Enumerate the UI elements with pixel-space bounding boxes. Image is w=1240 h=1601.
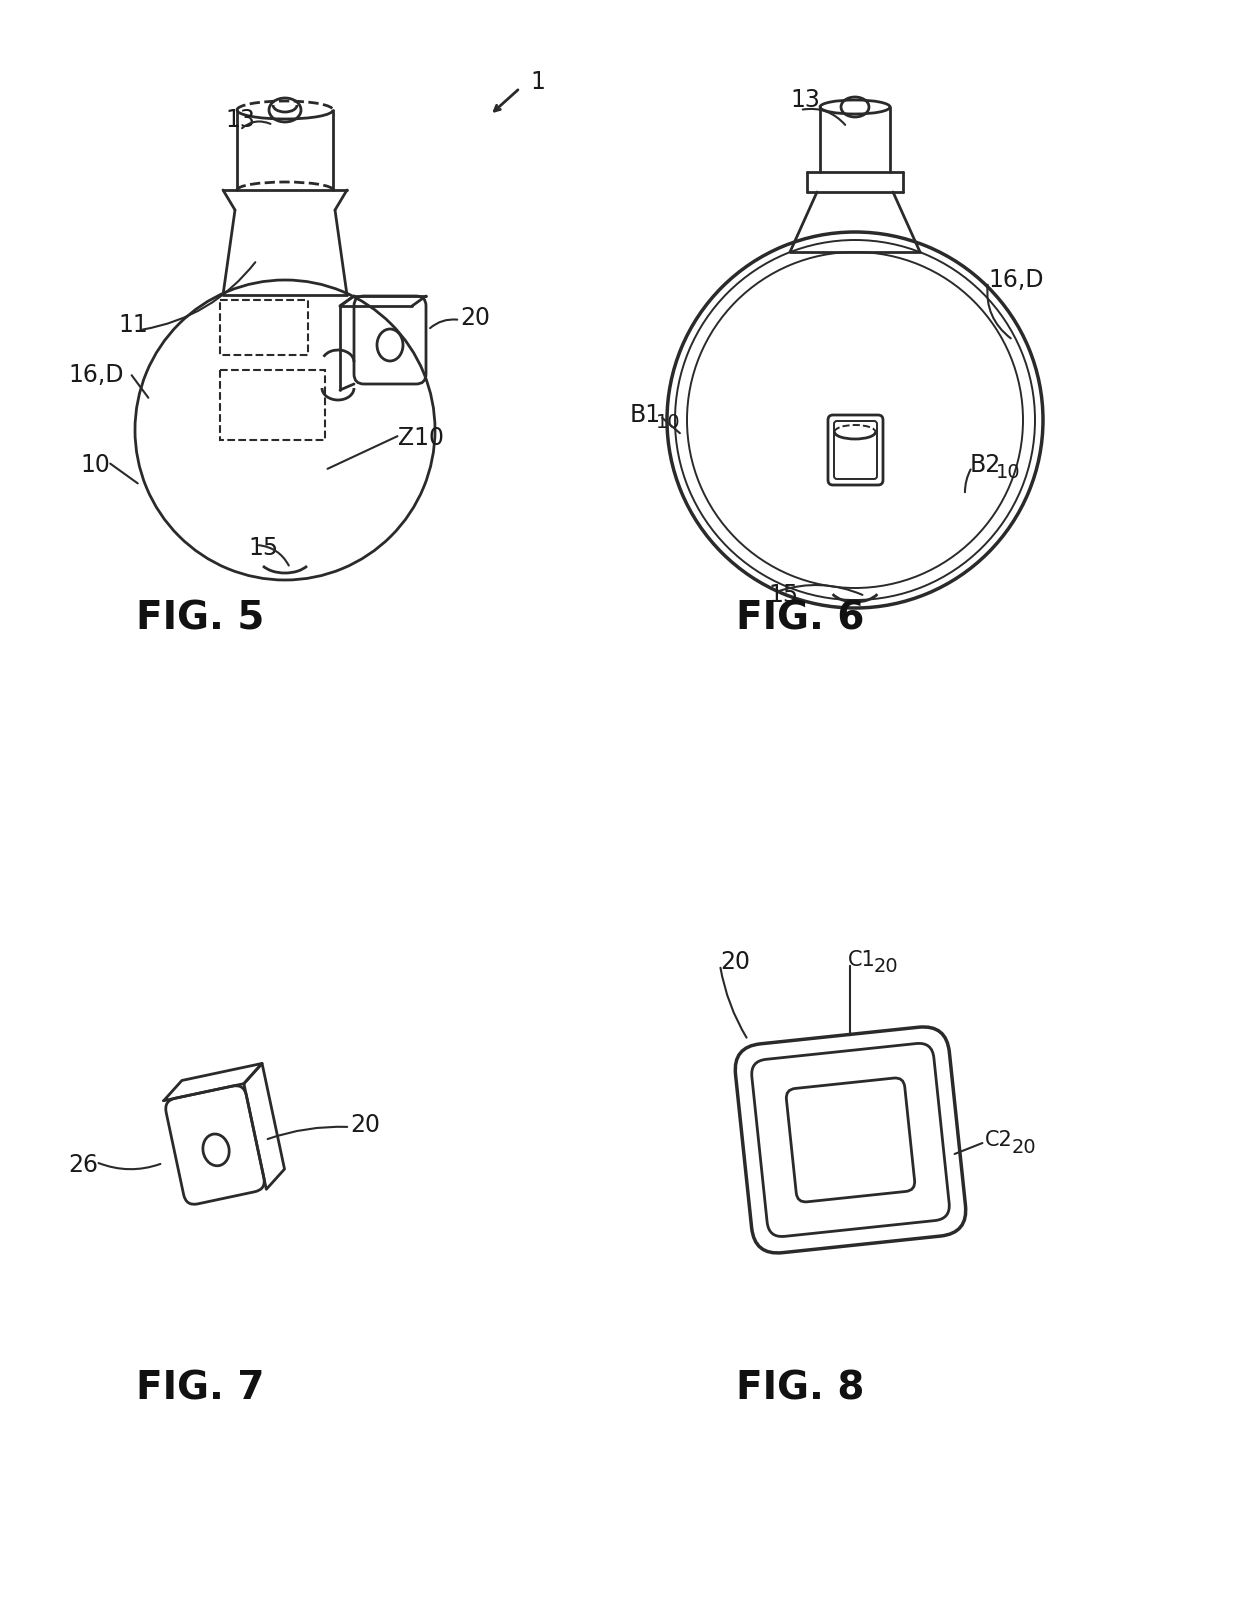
Text: 15: 15 [768,583,799,607]
Text: 10: 10 [81,453,110,477]
Text: 13: 13 [790,88,820,112]
Text: 16,D: 16,D [68,363,124,387]
Text: 1: 1 [529,70,544,94]
Text: 20: 20 [460,306,490,330]
Text: 20: 20 [350,1113,379,1137]
Text: 10: 10 [656,413,681,432]
Text: FIG. 5: FIG. 5 [136,599,264,637]
Text: 20: 20 [1012,1137,1037,1156]
Bar [219,370,325,440]
Text: B2: B2 [970,453,1001,477]
Text: 26: 26 [68,1153,98,1177]
Text: Z10: Z10 [398,426,444,450]
Text: C2: C2 [985,1130,1013,1150]
Bar [219,299,308,355]
Text: 13: 13 [224,107,255,131]
Text: 20: 20 [720,949,750,973]
Text: 15: 15 [248,536,278,560]
Text: FIG. 7: FIG. 7 [135,1369,264,1407]
Text: B1: B1 [630,403,661,427]
Text: FIG. 8: FIG. 8 [735,1369,864,1407]
Text: 11: 11 [118,314,148,336]
Text: FIG. 6: FIG. 6 [735,599,864,637]
Text: 16,D: 16,D [988,267,1044,291]
Text: 20: 20 [874,956,899,975]
Text: 10: 10 [996,463,1021,482]
Text: C1: C1 [848,949,875,970]
